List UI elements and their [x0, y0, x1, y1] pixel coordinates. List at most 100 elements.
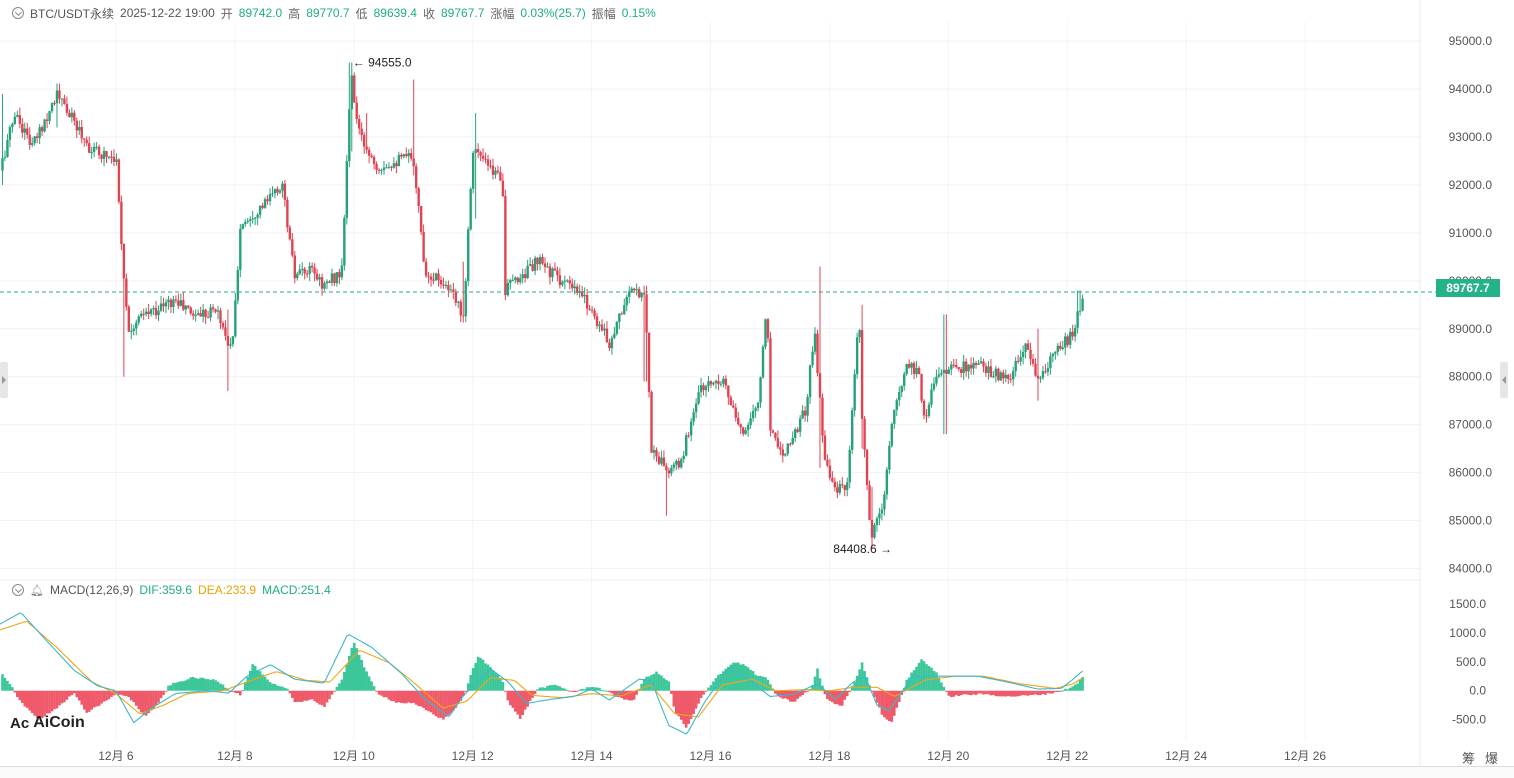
candle-body [504, 196, 507, 296]
macd-histogram-bar [427, 690, 430, 712]
candle-body [945, 369, 948, 374]
candle-body [214, 309, 217, 312]
time-tick-label: 12月 8 [217, 749, 253, 763]
grid-layer [0, 22, 1420, 740]
symbol-name[interactable]: BTC/USDT永续 [30, 6, 115, 21]
candle-body [486, 159, 490, 166]
candle-body [6, 139, 9, 158]
macd-histogram-bar [3, 677, 7, 691]
macd-histogram-bar [144, 690, 148, 716]
macd-histogram-bar [177, 681, 180, 691]
candle-body [1021, 351, 1025, 358]
candle-body [516, 277, 519, 283]
collapse-chevron-icon[interactable] [12, 7, 24, 19]
candle-body [660, 457, 663, 464]
candle-body [875, 518, 879, 525]
candle-body [11, 123, 14, 128]
macd-collapse-icon[interactable] [12, 584, 24, 596]
overlay-layer: ← 94555.0 84408.6 → [0, 56, 1436, 556]
candle-body [392, 163, 396, 168]
price-tick-label: 93000.0 [1449, 130, 1493, 144]
macd-histogram-bar [840, 690, 844, 706]
tool-liquidation[interactable]: 爆 [1485, 751, 1509, 766]
macd-histogram-bar [727, 666, 730, 691]
macd-histogram-bar [546, 685, 549, 691]
candle-body [749, 418, 752, 425]
right-panel-handle[interactable] [1500, 362, 1508, 398]
candle-body [333, 273, 336, 284]
candle-body [78, 127, 81, 131]
candle-body [142, 313, 145, 315]
candle-body [603, 328, 606, 331]
candle-body [80, 127, 83, 139]
macd-histogram-bar [1029, 690, 1032, 696]
macd-histogram-bar [791, 690, 795, 702]
macd-histogram-bar [605, 690, 609, 692]
candle-body [58, 90, 61, 99]
candle-body [746, 424, 750, 431]
change-label: 涨幅 [490, 6, 515, 21]
macd-histogram-bar [68, 690, 71, 697]
candle-body [1016, 360, 1020, 362]
candle-body [281, 183, 284, 191]
candle-body [424, 261, 428, 276]
candle-body [216, 310, 220, 312]
candle-body [585, 294, 589, 309]
macd-histogram-bar [1026, 690, 1030, 696]
macd-histogram-bar [603, 690, 606, 692]
macd-histogram-bar [120, 690, 123, 695]
macd-histogram-bar [97, 690, 101, 706]
left-panel-handle[interactable] [0, 362, 8, 398]
macd-name[interactable]: MACD(12,26,9) [49, 583, 134, 597]
macd-histogram-bar [697, 690, 700, 704]
candle-body [293, 255, 296, 279]
candle-body [13, 116, 17, 124]
candle-body [367, 149, 371, 156]
candle-body [117, 159, 121, 202]
macd-histogram-bar [972, 690, 975, 695]
macd-histogram-bar [798, 690, 802, 697]
candle-body [1009, 378, 1012, 380]
bell-icon[interactable]: 🔔︎ [30, 584, 44, 597]
open-value: 89742.0 [238, 6, 283, 20]
macd-histogram-bar [729, 664, 733, 691]
tool-chips[interactable]: 筹 [1462, 751, 1486, 766]
candle-body [474, 149, 477, 153]
candle-body [863, 418, 866, 450]
macd-histogram-bar [402, 690, 406, 704]
candle-body [395, 163, 398, 167]
macd-histogram-bar [657, 674, 661, 691]
candle-body [826, 459, 829, 466]
candles-layer [1, 62, 1084, 549]
macd-histogram-bar [45, 690, 49, 714]
macd-histogram-bar [511, 690, 515, 708]
macd-histogram-bar [947, 690, 951, 696]
candle-body [796, 429, 799, 432]
macd-histogram-bar [1076, 683, 1079, 691]
macd-histogram-bar [387, 690, 391, 700]
candle-body [283, 183, 287, 200]
candle-body [434, 273, 438, 281]
macd-histogram-bar [997, 690, 1000, 697]
candle-body [135, 322, 138, 329]
candle-body [382, 167, 386, 171]
price-tick-label: 92000.0 [1449, 178, 1493, 192]
macd-histogram-bar [38, 690, 41, 719]
candle-body [625, 296, 628, 306]
candle-body [1066, 336, 1069, 345]
candle-body [315, 273, 319, 280]
candle-body [997, 368, 1000, 381]
bottom-tools: 筹爆 [1462, 748, 1508, 767]
candle-body [786, 443, 789, 454]
macd-histogram-bar [164, 690, 168, 692]
candle-body [494, 170, 497, 175]
macd-histogram-bar [442, 690, 445, 720]
candle-body [734, 407, 737, 418]
candle-body [922, 400, 926, 416]
candle-body [915, 367, 918, 375]
candle-body [509, 280, 512, 283]
macd-histogram-bar [1002, 690, 1005, 697]
candle-body [28, 134, 31, 145]
candle-body [813, 333, 817, 352]
